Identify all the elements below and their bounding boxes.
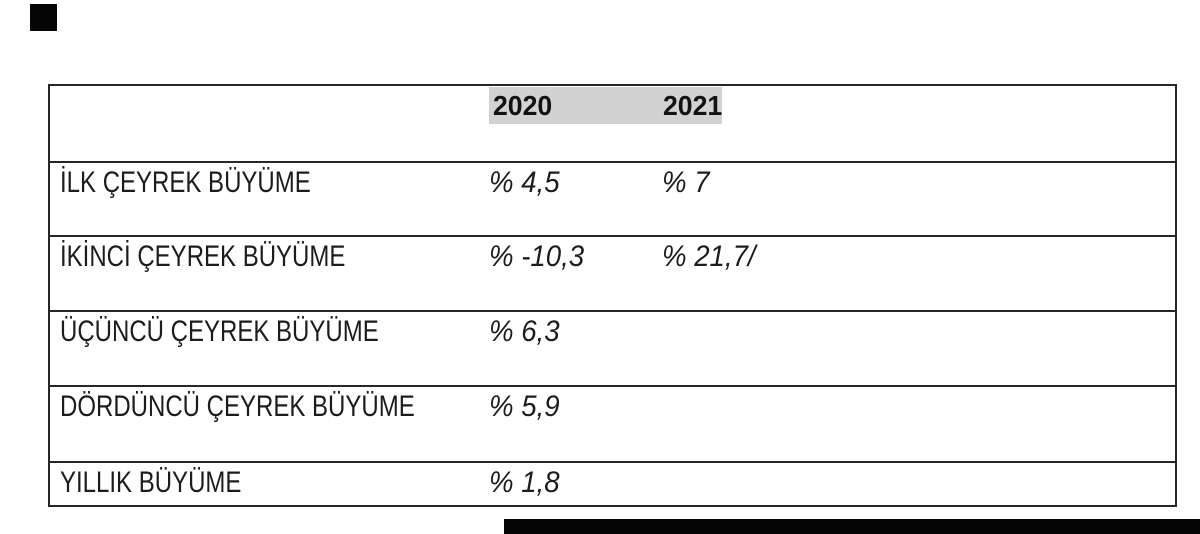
value-2020: % 4,5: [489, 166, 560, 199]
table-header-row: 2020 2021: [50, 86, 1175, 161]
row-label: İLK ÇEYREK BÜYÜME: [60, 166, 311, 199]
value-2020: % 1,8: [489, 466, 560, 499]
scan-artifact-bar: [504, 519, 1200, 534]
value-2021: % 7: [662, 166, 710, 199]
year-2020-header: 2020: [493, 90, 553, 121]
value-2020: % 5,9: [489, 390, 560, 423]
scan-artifact-square: [30, 4, 57, 31]
table-row: ÜÇÜNCÜ ÇEYREK BÜYÜME % 6,3: [50, 310, 1175, 385]
row-label: ÜÇÜNCÜ ÇEYREK BÜYÜME: [60, 315, 379, 348]
value-2021: % 21,7/: [662, 240, 756, 273]
value-2020: % 6,3: [489, 315, 560, 348]
table-row: İLK ÇEYREK BÜYÜME % 4,5 % 7: [50, 161, 1175, 235]
table-row: YILLIK BÜYÜME % 1,8: [50, 461, 1175, 505]
year-2021-header: 2021: [663, 90, 723, 121]
row-label: DÖRDÜNCÜ ÇEYREK BÜYÜME: [60, 390, 415, 423]
row-label: İKİNCİ ÇEYREK BÜYÜME: [60, 240, 346, 273]
value-2020: % -10,3: [489, 240, 585, 273]
year-highlight-band: 2020 2021: [489, 87, 722, 124]
growth-table: 2020 2021 İLK ÇEYREK BÜYÜME % 4,5 % 7 İK…: [48, 84, 1177, 507]
table-row: DÖRDÜNCÜ ÇEYREK BÜYÜME % 5,9: [50, 385, 1175, 461]
table-row: İKİNCİ ÇEYREK BÜYÜME % -10,3 % 21,7/: [50, 235, 1175, 310]
row-label: YILLIK BÜYÜME: [60, 466, 242, 499]
